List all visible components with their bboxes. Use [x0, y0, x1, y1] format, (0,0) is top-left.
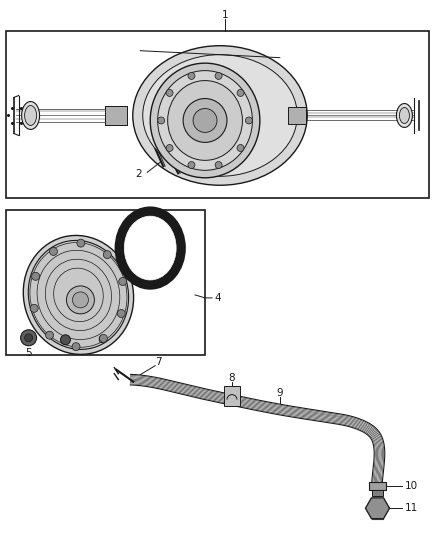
Bar — [224, 385, 240, 406]
Bar — [6, 210, 205, 355]
Text: 8: 8 — [229, 373, 235, 383]
Ellipse shape — [23, 236, 134, 354]
Ellipse shape — [168, 80, 242, 160]
Text: 10: 10 — [404, 481, 417, 491]
Circle shape — [188, 161, 195, 168]
Bar — [368, 482, 386, 490]
Circle shape — [46, 331, 53, 339]
Circle shape — [193, 109, 217, 132]
Ellipse shape — [158, 71, 252, 171]
Circle shape — [215, 72, 222, 79]
Circle shape — [67, 286, 95, 314]
Circle shape — [32, 272, 39, 280]
Circle shape — [237, 90, 244, 96]
Bar — [288, 107, 306, 124]
Text: 2: 2 — [135, 169, 141, 179]
Ellipse shape — [143, 55, 297, 176]
Circle shape — [119, 278, 127, 286]
Text: 1: 1 — [222, 10, 228, 20]
Ellipse shape — [28, 240, 129, 350]
Circle shape — [60, 335, 71, 345]
Ellipse shape — [25, 106, 37, 125]
Text: 3: 3 — [169, 223, 176, 233]
Circle shape — [103, 251, 111, 259]
Circle shape — [25, 334, 32, 342]
Text: 7: 7 — [155, 357, 162, 367]
Circle shape — [30, 304, 38, 312]
Text: 4: 4 — [215, 293, 221, 303]
Circle shape — [99, 334, 107, 342]
Text: 11: 11 — [404, 503, 418, 513]
Circle shape — [158, 117, 165, 124]
Circle shape — [21, 330, 37, 346]
Ellipse shape — [150, 63, 260, 178]
Text: 9: 9 — [276, 387, 283, 398]
Circle shape — [215, 161, 222, 168]
Ellipse shape — [133, 46, 307, 185]
Polygon shape — [366, 498, 389, 519]
Bar — [6, 31, 429, 198]
Bar — [371, 490, 384, 496]
Circle shape — [237, 144, 244, 151]
Polygon shape — [175, 156, 189, 168]
Circle shape — [183, 99, 227, 142]
Circle shape — [49, 247, 57, 255]
Ellipse shape — [124, 216, 176, 280]
Circle shape — [72, 343, 80, 351]
Circle shape — [245, 117, 252, 124]
Circle shape — [166, 90, 173, 96]
Bar — [106, 106, 127, 125]
Ellipse shape — [21, 101, 39, 130]
Ellipse shape — [117, 208, 184, 288]
Circle shape — [166, 144, 173, 151]
Circle shape — [117, 310, 125, 318]
Text: 6: 6 — [97, 335, 104, 345]
Text: 5: 5 — [25, 348, 32, 358]
Circle shape — [77, 239, 85, 247]
Ellipse shape — [396, 103, 413, 127]
Circle shape — [188, 72, 195, 79]
Circle shape — [72, 292, 88, 308]
Ellipse shape — [399, 108, 410, 124]
